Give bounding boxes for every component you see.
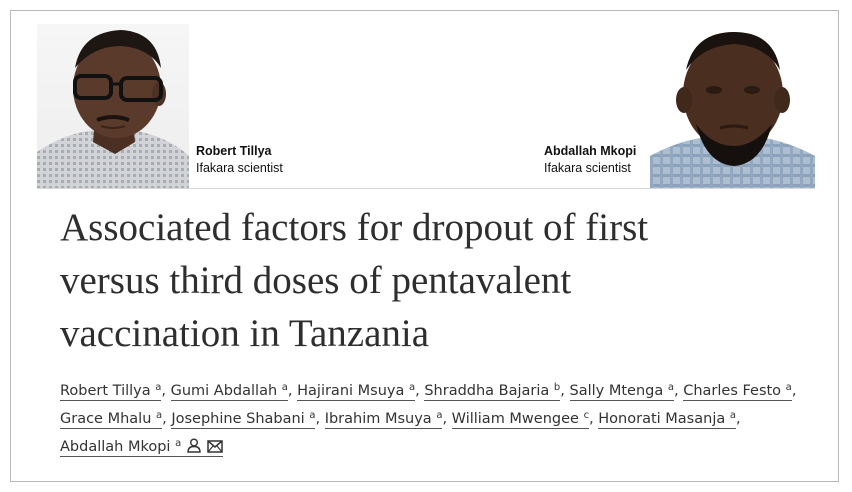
caption-right: Abdallah Mkopi Ifakara scientist xyxy=(544,143,636,177)
author-link[interactable]: Shraddha Bajaria b xyxy=(424,382,561,401)
author-name: Ibrahim Msuya xyxy=(324,411,437,427)
affiliation-marker: a xyxy=(729,410,736,421)
author-link[interactable]: Honorati Masanja a xyxy=(598,411,736,429)
author-name: Abdallah Mkopi xyxy=(60,439,176,455)
author-link[interactable]: William Mwengee c xyxy=(451,410,590,429)
divider xyxy=(37,188,815,189)
affiliation-marker: a xyxy=(156,410,163,421)
author-link[interactable]: Hajirani Msuya a xyxy=(297,382,416,401)
portrait-abdallah-mkopi xyxy=(650,24,815,188)
title-line: versus third doses of pentavalent xyxy=(60,259,572,302)
author-name: William Mwengee xyxy=(451,411,584,427)
affiliation-marker: c xyxy=(583,410,590,421)
scientist-role: Ifakara scientist xyxy=(196,161,283,175)
author-separator: , xyxy=(589,411,599,427)
author-separator: , xyxy=(287,383,298,399)
title-line: vaccination in Tanzania xyxy=(60,312,430,355)
author-name: Hajirani Msuya xyxy=(297,383,409,399)
author-separator: , xyxy=(315,411,325,427)
envelope-icon[interactable] xyxy=(207,435,223,463)
author-link[interactable]: Grace Mhalu a xyxy=(60,410,163,429)
author-separator: , xyxy=(162,411,172,427)
author-link[interactable]: Ibrahim Msuya a xyxy=(324,410,443,429)
scientist-name: Robert Tillya xyxy=(196,144,272,158)
portrait-robert-tillya xyxy=(37,24,189,188)
affiliation-marker: a xyxy=(281,382,288,393)
author-link[interactable]: Abdallah Mkopi a xyxy=(60,438,224,457)
scientist-name: Abdallah Mkopi xyxy=(544,144,637,158)
author-name: Shraddha Bajaria xyxy=(424,383,554,399)
author-name: Robert Tillya xyxy=(60,383,156,399)
affiliation-marker: a xyxy=(408,382,416,393)
person-icon[interactable] xyxy=(187,435,201,463)
scientist-role: Ifakara scientist xyxy=(544,161,631,175)
author-link[interactable]: Charles Festo a xyxy=(683,383,792,401)
author-separator: , xyxy=(161,383,171,399)
author-name: Honorati Masanja xyxy=(598,411,730,427)
affiliation-marker: a xyxy=(155,382,162,393)
author-separator: , xyxy=(560,383,570,399)
author-name: Sally Mtenga xyxy=(569,383,668,399)
affiliation-marker: a xyxy=(667,382,674,393)
author-separator: , xyxy=(735,411,741,427)
author-link[interactable]: Gumi Abdallah a xyxy=(170,382,288,401)
author-link[interactable]: Josephine Shabani a xyxy=(171,410,316,429)
author-separator: , xyxy=(442,411,452,427)
author-name: Grace Mhalu xyxy=(60,411,156,427)
affiliation-marker: a xyxy=(309,410,316,421)
author-separator: , xyxy=(415,383,425,399)
article-title: Associated factors for dropout of first … xyxy=(60,201,820,360)
author-list: Robert Tillya a, Gumi Abdallah a, Hajira… xyxy=(60,377,820,463)
author-name: Josephine Shabani xyxy=(171,411,310,427)
affiliation-marker: b xyxy=(553,382,561,393)
affiliation-marker: a xyxy=(436,410,443,421)
caption-left: Robert Tillya Ifakara scientist xyxy=(196,143,283,177)
title-line: Associated factors for dropout of first xyxy=(60,206,649,249)
author-link[interactable]: Sally Mtenga a xyxy=(569,382,674,401)
author-name: Charles Festo xyxy=(683,383,786,399)
affiliation-marker: a xyxy=(175,438,182,449)
author-separator: , xyxy=(673,383,684,399)
affiliation-marker: a xyxy=(785,382,792,393)
author-separator: , xyxy=(791,383,797,399)
author-link[interactable]: Robert Tillya a xyxy=(60,382,162,401)
author-name: Gumi Abdallah xyxy=(170,383,282,399)
